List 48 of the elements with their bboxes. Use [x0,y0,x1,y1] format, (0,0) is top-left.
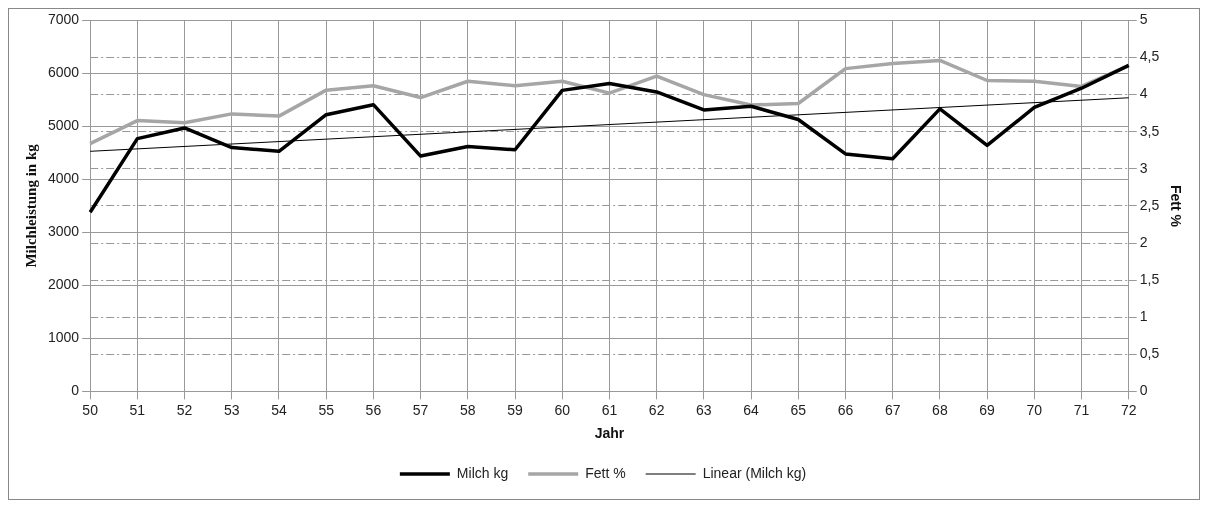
x-tick-label: 51 [129,401,146,418]
x-tick-label: 61 [601,401,618,418]
x-tick-label: 71 [1073,401,1090,418]
legend-label: Fett % [585,464,626,481]
x-tick-label: 56 [365,401,382,418]
x-tick-label: 54 [271,401,287,418]
y-tick-label: 2000 [47,276,80,293]
y2-tick-label: 2 [1139,233,1148,250]
x-tick-label: 66 [837,401,854,418]
x-tick-label: 58 [460,401,476,418]
x-tick-label: 72 [1120,401,1137,418]
y2-tick-label: 4,5 [1139,48,1160,65]
y-tick-label: 3000 [47,223,80,240]
y-tick-label: 1000 [47,329,80,346]
y-axis-title: Milchleistung in kg [22,143,39,268]
y-tick-label: 7000 [47,11,80,28]
y2-tick-label: 0,5 [1139,345,1160,362]
x-tick-label: 53 [223,401,240,418]
x-tick-label: 69 [979,401,996,418]
x-tick-label: 59 [507,401,524,418]
x-tick-label: 65 [790,401,807,418]
legend-label: Milch kg [456,464,509,481]
x-tick-label: 67 [884,401,901,418]
x-tick-label: 64 [743,401,760,418]
y2-tick-label: 1 [1139,308,1148,325]
y2-tick-label: 1,5 [1139,270,1160,287]
x-tick-label: 52 [176,401,193,418]
x-tick-label: 57 [412,401,429,418]
legend-label: Linear (Milch kg) [702,464,807,481]
x-tick-label: 50 [82,401,99,418]
x-tick-label: 70 [1026,401,1043,418]
y-tick-label: 0 [71,382,80,399]
y2-tick-label: 2,5 [1139,196,1160,213]
y2-tick-label: 3,5 [1139,122,1160,139]
y2-axis-title: Fett % [1167,184,1184,228]
y2-tick-label: 0 [1139,382,1148,399]
y2-tick-label: 4 [1139,85,1148,102]
x-tick-label: 68 [932,401,948,418]
x-axis-title: Jahr [594,425,625,442]
y-tick-label: 5000 [47,117,80,134]
y2-tick-label: 5 [1139,11,1148,28]
y-tick-label: 6000 [47,64,80,81]
x-tick-label: 60 [554,401,571,418]
x-tick-label: 63 [696,401,712,418]
x-tick-label: 55 [318,401,335,418]
x-tick-label: 62 [648,401,665,418]
y-tick-label: 4000 [47,170,80,187]
y2-tick-label: 3 [1139,159,1148,176]
